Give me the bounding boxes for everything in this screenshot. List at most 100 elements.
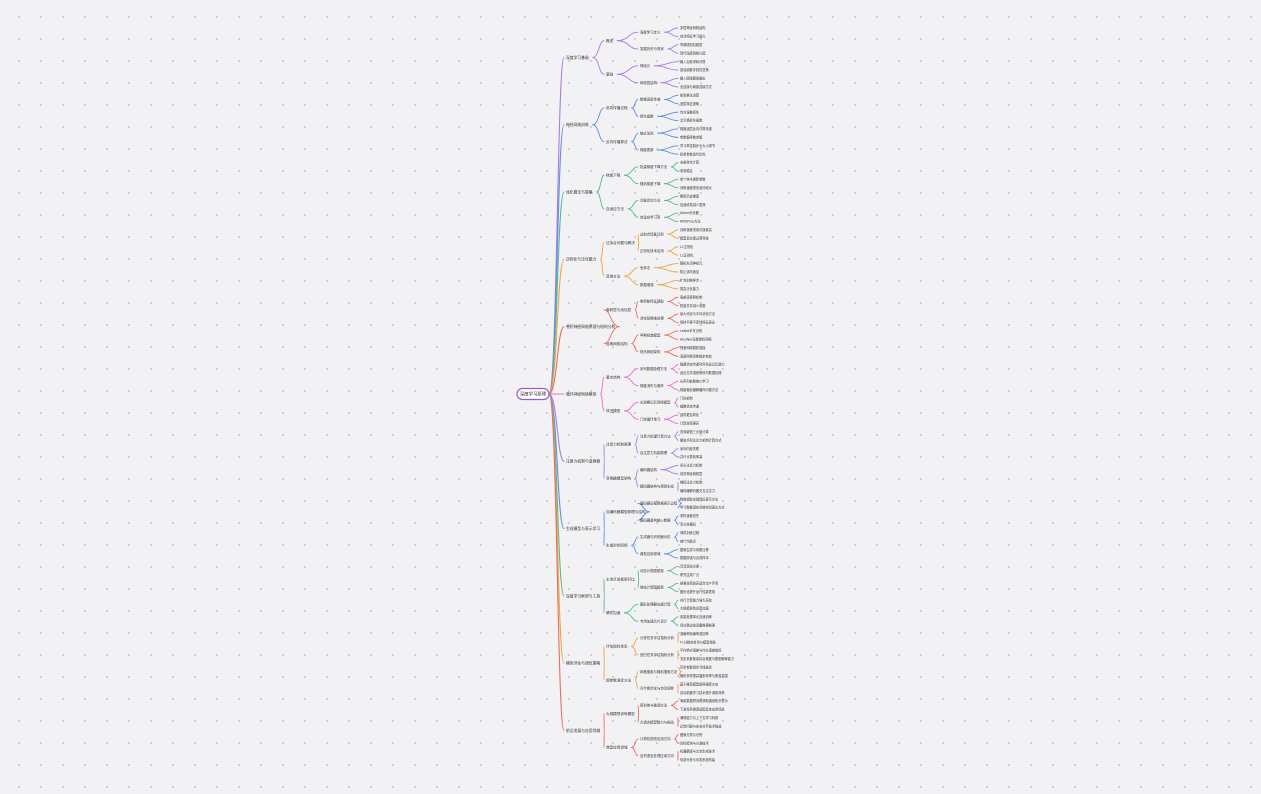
mindmap-leaf-node[interactable]: 早期感知机模型 (680, 42, 703, 47)
mindmap-leaf-node[interactable]: 并行计算能力强大高效 (680, 597, 713, 602)
mindmap-leaf-node[interactable]: 单个样本更新参数 (680, 177, 706, 182)
mindmap-level3-node[interactable]: 梯度更新 (640, 147, 654, 152)
mindmap-leaf-node[interactable]: 重构误差损失 (680, 513, 700, 518)
mindmap-branch-node[interactable]: 注意力机制与变换器 (566, 459, 600, 464)
mindmap-leaf-node[interactable]: 部署效率较高适合生产环境 (680, 580, 719, 585)
mindmap-leaf-node[interactable]: 激活函数非线性变换 (680, 67, 709, 72)
mindmap-leaf-node[interactable]: 权重参数迭代优化 (680, 151, 706, 156)
mindmap-level3-node[interactable]: 早期经典模型 (640, 332, 661, 337)
mindmap-leaf-node[interactable]: 情感分析与问答系统构建 (680, 757, 716, 762)
mindmap-leaf-node[interactable]: 训练速度快但波动较大 (680, 185, 713, 190)
mindmap-leaf-node[interactable]: RMSProp方法 (680, 219, 700, 224)
mindmap-level2-node[interactable]: 经典网络结构 (606, 341, 628, 346)
mindmap-level3-node[interactable]: 池化层降维处理 (640, 315, 664, 320)
mindmap-leaf-node[interactable]: 权值共享减少参数 (680, 303, 706, 308)
mindmap-leaf-node[interactable]: 结构更加简化 (680, 412, 700, 417)
mindmap-leaf-node[interactable]: 保持平移不变性特征表达 (680, 320, 716, 325)
mindmap-leaf-node[interactable]: LeNet手写识别 (680, 328, 702, 333)
mindmap-branch-node[interactable]: 深度学习框架与工具 (566, 593, 600, 598)
mindmap-leaf-node[interactable]: 准确率精确率召回率 (680, 631, 709, 636)
mindmap-leaf-node[interactable]: 变分自编码 (680, 522, 696, 527)
mindmap-level3-node[interactable]: 网络层结构 (640, 80, 658, 85)
mindmap-leaf-node[interactable]: 涌现能力与上下文学习机制 (680, 715, 718, 720)
mindmap-leaf-node[interactable]: 决定系数衡量拟合程度与模型解释能力 (680, 656, 734, 661)
mindmap-leaf-node[interactable]: 低功耗边缘设备推理部署 (680, 622, 716, 627)
mindmap-leaf-node[interactable]: 张量处理单元加速训练 (680, 614, 713, 619)
mindmap-level3-node[interactable]: 静态计算图框架 (640, 585, 664, 590)
mindmap-leaf-node[interactable]: 自动特征学习能力 (680, 34, 706, 39)
mindmap-leaf-node[interactable]: 纳什均衡点 (680, 538, 697, 543)
mindmap-level2-node[interactable]: 自编码器模型原理与结构 (606, 509, 646, 514)
mindmap-leaf-node[interactable]: 研究应用广泛 (680, 572, 700, 577)
mindmap-level3-node[interactable]: 序列数据处理方法 (640, 366, 668, 371)
mindmap-leaf-node[interactable]: F1分数综合评价模型性能 (680, 639, 717, 644)
mindmap-level3-node[interactable]: 损失函数 (640, 114, 654, 119)
mindmap-level2-node[interactable]: 卷积层与池化层 (606, 307, 632, 312)
mindmap-leaf-node[interactable]: 穷举参数组合寻找最优 (680, 665, 713, 670)
mindmap-leaf-node[interactable]: 并行计算效率高 (680, 454, 702, 459)
mindmap-leaf-node[interactable]: 幻觉问题与安全对齐技术挑战 (680, 723, 722, 728)
mindmap-level3-node[interactable]: 图形处理器加速计算 (640, 602, 671, 607)
mindmap-branch-node[interactable]: 循环神经网络模型 (566, 391, 597, 396)
mindmap-branch-node[interactable]: 深度学习基础 (566, 55, 589, 60)
mindmap-level2-node[interactable]: 注意力机制原理 (606, 442, 632, 447)
mindmap-leaf-node[interactable]: 学习率控制步长大小调节 (680, 143, 716, 148)
mindmap-leaf-node[interactable]: 长序列依赖难以学习 (680, 378, 709, 383)
mindmap-level3-node[interactable]: 编码器压缩数据表示过程 (640, 501, 678, 506)
mindmap-level2-node[interactable]: 梯度下降 (606, 173, 621, 178)
mindmap-level3-node[interactable]: 回归任务评估指标分析 (640, 652, 675, 657)
mindmap-leaf-node[interactable]: 现代深度网络兴起 (680, 50, 706, 55)
mindmap-level3-node[interactable]: 数据增强 (640, 282, 654, 287)
mindmap-level3-node[interactable]: 自然语言处理应用方向 (640, 753, 675, 758)
mindmap-leaf-node[interactable]: 基于概率模型指导搜索方向 (680, 681, 718, 686)
mindmap-level2-node[interactable]: 超参数调优方法 (606, 677, 632, 682)
mindmap-leaf-node[interactable]: 参数偏导数求解 (680, 134, 703, 139)
mindmap-leaf-node[interactable]: 逐层特征提取 (680, 101, 700, 106)
mindmap-level3-node[interactable]: 自注意力机制原理 (640, 450, 668, 455)
mindmap-level3-node[interactable]: 门控循环单元 (640, 416, 661, 421)
mindmap-leaf-node[interactable]: 查询键值三元组计算 (680, 429, 709, 434)
mindmap-level2-node[interactable]: 基础 (606, 72, 614, 77)
mindmap-level2-node[interactable]: 概述 (606, 38, 614, 43)
mindmap-branch-node[interactable]: 优化算法与策略 (566, 189, 593, 194)
mindmap-branch-node[interactable]: 前沿发展与应用领域 (566, 728, 600, 733)
mindmap-leaf-node[interactable]: 最大池化与平均池化方法 (680, 311, 715, 316)
mindmap-level2-node[interactable]: 主流开发框架对比 (606, 576, 635, 581)
mindmap-level3-node[interactable]: 数据逐层传递 (640, 97, 661, 102)
mindmap-level3-node[interactable]: 神经元 (640, 63, 651, 68)
mindmap-leaf-node[interactable]: 均方误差损失 (680, 109, 700, 114)
mindmap-leaf-node[interactable]: AlexNet深度卷积网络 (680, 336, 712, 341)
mindmap-level3-node[interactable]: 丢弃法 (640, 265, 651, 270)
mindmap-leaf-node[interactable]: Adam优化器 (680, 210, 700, 215)
mindmap-leaf-node[interactable]: 学习数据潜在低维空间表达方式 (680, 505, 725, 510)
mindmap-leaf-node[interactable]: 图优化提升运行性能表现 (680, 589, 716, 594)
mindmap-leaf-node[interactable]: 序列内部关联 (680, 446, 700, 451)
mindmap-leaf-node[interactable]: 训练误差低测试误差高 (680, 227, 712, 232)
mindmap-branch-node[interactable]: 卷积神经网络原理与结构分析 (566, 324, 616, 329)
mindmap-level3-node[interactable]: 分类任务评估指标分析 (640, 635, 675, 640)
mindmap-level3-node[interactable]: 网格搜索与随机搜索方法 (640, 669, 678, 674)
mindmap-leaf-node[interactable]: 交叉熵损失函数 (680, 118, 703, 123)
mindmap-level2-node[interactable]: 硬件加速 (606, 610, 621, 615)
mindmap-level3-node[interactable]: 动态计算图框架 (640, 568, 664, 573)
mindmap-level2-node[interactable]: 自适应方法 (606, 206, 624, 211)
mindmap-branch-node[interactable]: 神经网络训练 (566, 122, 589, 127)
mindmap-leaf-node[interactable]: 降维提取关键特征表示方法 (680, 496, 718, 501)
mindmap-level3-node[interactable]: 典型应用领域 (640, 551, 661, 556)
mindmap-level3-node[interactable]: 解码器重构输入数据 (640, 517, 671, 522)
mindmap-leaf-node[interactable]: L1正则化 (680, 244, 694, 249)
mindmap-level3-node[interactable]: 贝叶斯优化与自动调参 (640, 686, 675, 691)
mindmap-level2-node[interactable]: 反向传播算法 (606, 139, 628, 144)
mindmap-leaf-node[interactable]: 图像分类与识别 (680, 732, 702, 737)
mindmap-leaf-node[interactable]: 累积历史梯度 (680, 193, 700, 198)
mindmap-leaf-node[interactable]: 模型复杂度过高导致 (680, 235, 709, 240)
mindmap-leaf-node[interactable]: 平均绝对误差与均方误差指标 (680, 648, 722, 653)
mindmap-level3-node[interactable]: 计算机视觉应用方向 (640, 736, 671, 741)
mindmap-level2-node[interactable]: 其他方法 (606, 273, 621, 278)
mindmap-leaf-node[interactable]: 随机采样提高搜索效率与覆盖范围 (680, 673, 728, 678)
mindmap-leaf-node[interactable]: 梯度裁剪缓解爆炸问题方法 (680, 387, 718, 392)
mindmap-level2-node[interactable]: 改进模型 (606, 408, 621, 413)
mindmap-level3-node[interactable]: 动量优化方法 (640, 198, 661, 203)
